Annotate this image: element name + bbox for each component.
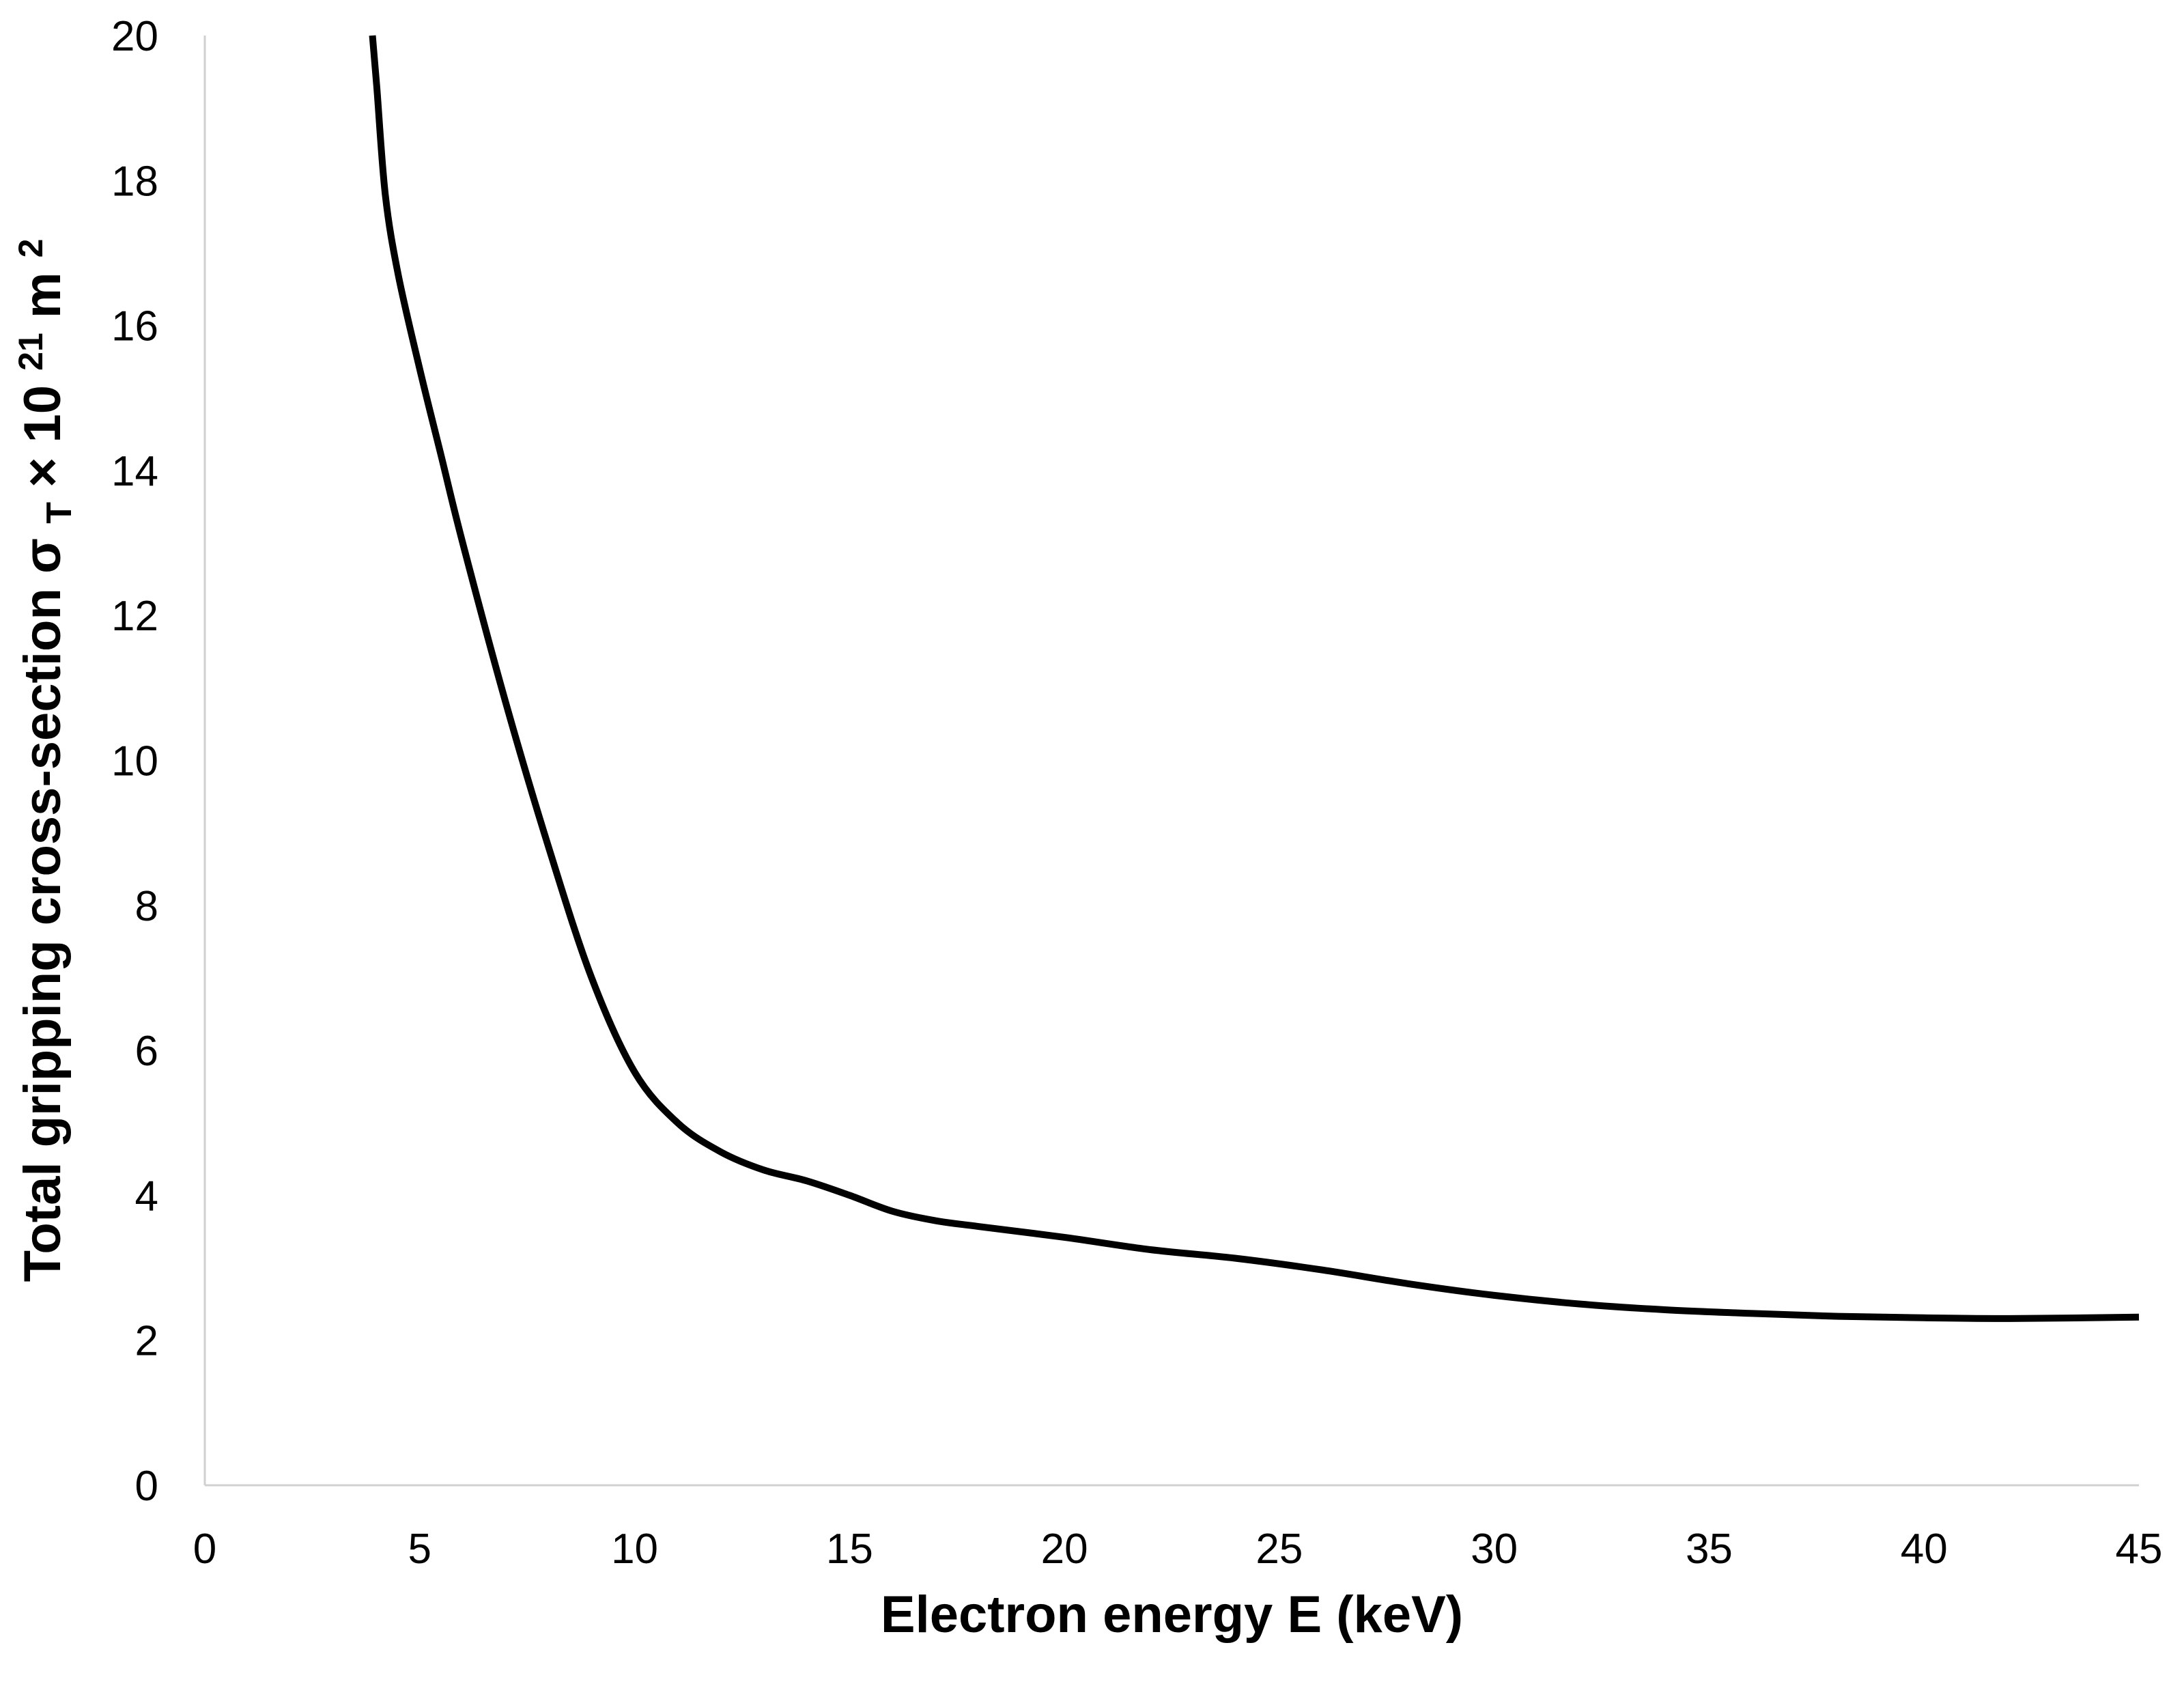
series-layer xyxy=(369,35,2140,1322)
y-axis-title-unit: m xyxy=(14,272,72,319)
x-tick-label: 5 xyxy=(408,1526,431,1573)
x-tick-label: 35 xyxy=(1686,1526,1733,1573)
axes-group xyxy=(203,36,2139,1487)
x-tick-label: 45 xyxy=(2116,1526,2163,1573)
y-tick-label: 2 xyxy=(135,1318,158,1365)
x-tick-label: 20 xyxy=(1041,1526,1088,1573)
x-tick-label: 15 xyxy=(826,1526,873,1573)
y-axis-title-subscript: T xyxy=(40,502,79,524)
y-tick-label: 10 xyxy=(111,738,158,785)
y-axis-title: Total gripping cross-section σ T × 10 21… xyxy=(0,239,83,1282)
y-tick-label: 14 xyxy=(111,448,158,495)
y-axis-title-multiplier: × 10 xyxy=(14,385,72,488)
y-tick-label: 4 xyxy=(135,1173,158,1220)
y-axis-title-main: Total gripping cross-section σ xyxy=(14,538,72,1282)
y-tick-label: 12 xyxy=(111,593,158,640)
x-axis-title: Electron energy E (keV) xyxy=(881,1586,1463,1644)
y-tick-label: 16 xyxy=(111,303,158,350)
x-tick-label: 40 xyxy=(1901,1526,1948,1573)
x-tick-labels: 0 5 10 15 20 25 30 35 40 45 xyxy=(193,1526,2163,1573)
y-tick-label: 6 xyxy=(135,1028,158,1075)
y-tick-label: 20 xyxy=(111,13,158,60)
y-tick-label: 18 xyxy=(111,158,158,205)
x-tick-label: 25 xyxy=(1256,1526,1303,1573)
y-axis-title-unit-exponent: 2 xyxy=(12,239,50,258)
y-tick-labels: 0 2 4 6 8 10 12 14 16 18 20 xyxy=(111,13,158,1510)
y-axis-title-exponent: 21 xyxy=(12,333,50,371)
series-line xyxy=(369,35,2140,1322)
y-tick-label: 0 xyxy=(135,1463,158,1510)
y-tick-label: 8 xyxy=(135,883,158,930)
x-tick-label: 0 xyxy=(193,1526,216,1573)
x-tick-label: 10 xyxy=(611,1526,658,1573)
x-tick-label: 30 xyxy=(1471,1526,1518,1573)
